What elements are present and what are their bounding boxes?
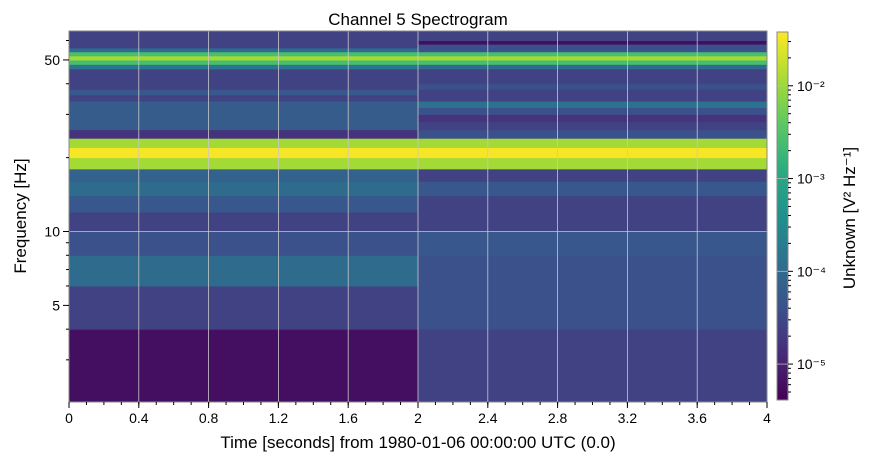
spectrogram-cell [69,37,419,42]
spectrogram-cell [69,285,419,330]
spectrogram-cell [418,31,768,35]
x-tick-label: 4 [763,410,771,426]
spectrogram-cell [418,78,768,85]
spectrogram-cell [69,44,419,49]
x-tick-label: 3.2 [618,410,638,426]
spectrogram-cell [69,47,419,53]
spectrogram-cell [69,83,419,90]
colorbar: 10⁻² 10⁻³ 10⁻⁴ 10⁻⁵ [776,31,826,401]
spectrogram-cell [69,33,419,38]
spectrogram-cell [418,33,768,38]
spectrogram-cell [418,47,768,53]
spectrogram-cell [418,59,768,65]
x-tick-label: 1.6 [338,410,358,426]
spectrogram-cell [418,44,768,49]
spectrogram-cell [418,51,768,57]
spectrogram-cell [418,89,768,96]
spectrogram-cell [69,329,419,403]
spectrogram-cell [69,138,419,148]
spectrogram-cell [69,89,419,96]
spectrogram-cell [69,212,419,233]
spectrogram-cell [418,101,768,109]
grid-lines [69,31,767,402]
spectrogram-cell [418,40,768,45]
x-axis-label: Time [seconds] from 1980-01-06 00:00:00 … [220,433,615,452]
spectrogram-cell [418,114,768,123]
spectrogram-cell [418,168,768,182]
spectrogram-cell [418,94,768,102]
spectrogram-cell [69,51,419,57]
x-tick-label: 2 [414,410,422,426]
x-tick-label: 0 [65,410,73,426]
colorbar-tick-label: 10⁻³ [797,171,825,187]
spectrogram-cell [418,121,768,131]
colorbar-scale [776,31,789,401]
spectrogram-cell [418,255,768,287]
chart-title: Channel 5 Spectrogram [328,10,508,29]
spectrogram-cell [418,68,768,75]
spectrogram-cell [69,181,419,197]
spectrogram-cell [418,181,768,197]
colorbar-tick-label: 10⁻² [797,78,825,94]
x-tick-label: 0.8 [199,410,219,426]
spectrogram-cell [418,129,768,139]
spectrogram-cell [418,37,768,42]
spectrogram-cell [418,329,768,403]
x-tick-label: 2.8 [548,410,568,426]
spectrogram-cell [69,73,419,80]
spectrogram-cell [418,107,768,115]
spectrogram-cell [69,64,419,70]
y-tick-label: 5 [52,297,60,313]
spectrogram-cell [69,107,419,115]
spectrogram-cell [69,147,419,159]
spectrogram-cell [418,64,768,70]
y-axis: 5 10 50 [44,40,69,361]
spectrogram-cell [418,147,768,159]
spectrogram-cell [69,59,419,65]
spectrogram-cell [418,73,768,80]
spectrogram-cell [69,114,419,123]
spectrogram-cell [69,78,419,85]
colorbar-tick-label: 10⁻⁵ [797,356,826,372]
spectrogram-cell [69,31,419,35]
spectrogram-cell [69,231,419,256]
y-tick-label: 10 [44,224,60,240]
x-tick-label: 3.6 [687,410,707,426]
spectrogram-cell [418,157,768,170]
x-tick-label: 2.4 [478,410,498,426]
spectrogram-cell [418,231,768,256]
y-axis-label: Frequency [Hz] [11,158,30,273]
spectrogram-cell [69,55,419,61]
spectrogram-cell [69,129,419,139]
x-tick-label: 0.4 [129,410,149,426]
x-tick-label: 1.2 [269,410,289,426]
x-axis: 0 0.4 0.8 1.2 1.6 2 2.4 2.8 3.2 3.6 4 [65,402,771,426]
spectrogram-cell [69,94,419,102]
spectrogram-cell [69,157,419,170]
spectrogram-cell [69,101,419,109]
spectrogram-cell [69,121,419,131]
spectrogram-cell [418,138,768,148]
spectrogram-cell [69,195,419,213]
heatmap-cells [69,31,768,403]
spectrogram-cell [69,40,419,45]
spectrogram-cell [69,168,419,182]
y-tick-label: 50 [44,52,60,68]
spectrogram-cell [418,212,768,233]
spectrogram-cell [69,68,419,75]
colorbar-tick-label: 10⁻⁴ [797,263,826,279]
colorbar-label: Unknown [V² Hz⁻¹] [840,147,859,289]
spectrogram-cell [418,55,768,61]
spectrogram-cell [418,195,768,213]
spectrogram-cell [418,285,768,330]
spectrogram-cell [418,83,768,90]
spectrogram-cell [69,255,419,287]
